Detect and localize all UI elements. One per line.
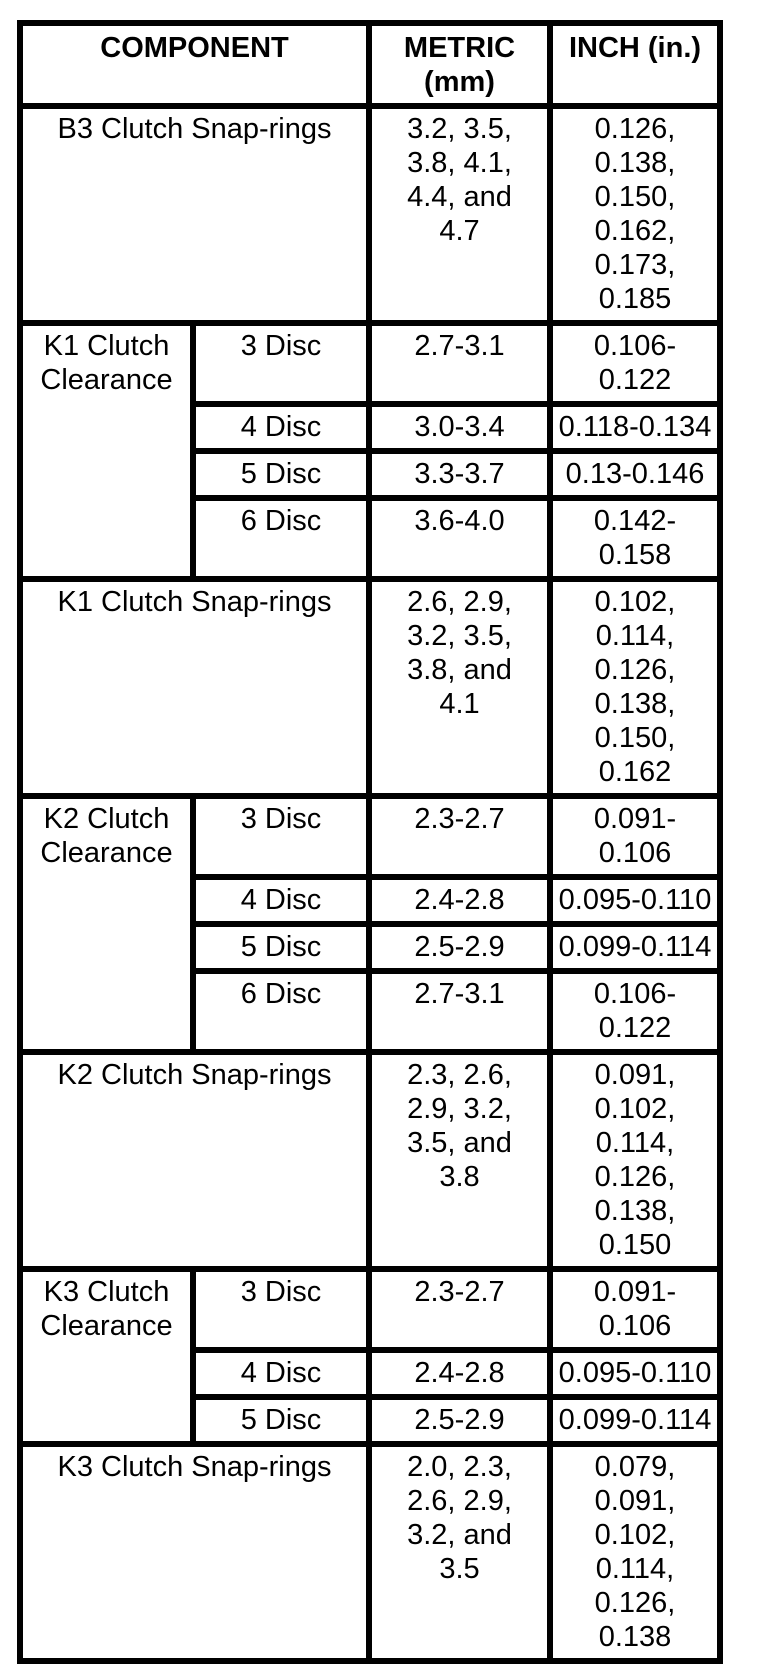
cell-component: K2 Clutch Snap-rings — [17, 1049, 372, 1272]
cell-metric: 2.7-3.1 — [366, 320, 553, 407]
cell-metric: 2.7-3.1 — [366, 968, 553, 1055]
cell-inch: 0.13-0.146 — [547, 448, 723, 501]
cell-inch: 0.106- 0.122 — [547, 320, 723, 407]
cell-metric: 3.6-4.0 — [366, 495, 553, 582]
cell-inch: 0.079, 0.091, 0.102, 0.114, 0.126, 0.138 — [547, 1441, 723, 1664]
clutch-specs-table: COMPONENT METRIC (mm) INCH (in.) B3 Clut… — [17, 20, 723, 1664]
cell-inch: 0.099-0.114 — [547, 921, 723, 974]
cell-inch: 0.091, 0.102, 0.114, 0.126, 0.138, 0.150 — [547, 1049, 723, 1272]
table-row-k3-clearance-4disc: 4 Disc 2.4-2.8 0.095-0.110 — [20, 1347, 723, 1400]
cell-component-group: K2 Clutch Clearance — [17, 793, 196, 1055]
cell-metric: 3.3-3.7 — [366, 448, 553, 501]
cell-inch: 0.091- 0.106 — [547, 793, 723, 880]
cell-component-group: K1 Clutch Clearance — [17, 320, 196, 582]
table-row-b3-snap-rings: B3 Clutch Snap-rings 3.2, 3.5, 3.8, 4.1,… — [17, 103, 723, 326]
cell-metric: 2.3-2.7 — [366, 1266, 553, 1353]
cell-disc: 4 Disc — [190, 1347, 372, 1400]
cell-disc: 5 Disc — [190, 1394, 372, 1447]
cell-disc: 4 Disc — [190, 401, 372, 454]
cell-inch: 0.106- 0.122 — [547, 968, 723, 1055]
cell-disc: 4 Disc — [190, 874, 372, 927]
cell-component-group: K3 Clutch Clearance — [17, 1266, 196, 1447]
col-header-metric: METRIC (mm) — [366, 20, 553, 109]
table-row-k2-clearance-3disc: K2 Clutch Clearance 3 Disc 2.3-2.7 0.091… — [17, 793, 723, 1055]
cell-component: B3 Clutch Snap-rings — [17, 103, 372, 326]
cell-component: K1 Clutch Snap-rings — [17, 576, 372, 799]
col-header-component: COMPONENT — [17, 20, 372, 109]
cell-disc: 5 Disc — [190, 448, 372, 501]
cell-disc: 3 Disc — [190, 320, 372, 407]
cell-inch: 0.095-0.110 — [547, 874, 723, 927]
cell-inch: 0.118-0.134 — [547, 401, 723, 454]
cell-metric: 2.0, 2.3, 2.6, 2.9, 3.2, and 3.5 — [366, 1441, 553, 1664]
cell-metric: 3.2, 3.5, 3.8, 4.1, 4.4, and 4.7 — [366, 103, 553, 326]
cell-inch: 0.099-0.114 — [547, 1394, 723, 1447]
table-row-k3-clearance-5disc: 5 Disc 2.5-2.9 0.099-0.114 — [20, 1394, 723, 1447]
col-header-inch: INCH (in.) — [547, 20, 723, 109]
scanned-page: COMPONENT METRIC (mm) INCH (in.) B3 Clut… — [17, 20, 723, 1664]
cell-metric: 2.5-2.9 — [366, 1394, 553, 1447]
cell-inch: 0.091- 0.106 — [547, 1266, 723, 1353]
cell-disc: 5 Disc — [190, 921, 372, 974]
table-row-k1-clearance-5disc: 5 Disc 3.3-3.7 0.13-0.146 — [20, 448, 723, 501]
cell-disc: 6 Disc — [190, 495, 372, 582]
table-row-k3-snap-rings: K3 Clutch Snap-rings 2.0, 2.3, 2.6, 2.9,… — [17, 1441, 723, 1664]
table-row-k2-clearance-5disc: 5 Disc 2.5-2.9 0.099-0.114 — [20, 921, 723, 974]
table-row-k1-clearance-3disc: K1 Clutch Clearance 3 Disc 2.7-3.1 0.106… — [17, 320, 723, 582]
cell-metric: 2.5-2.9 — [366, 921, 553, 974]
table-row-k2-clearance-4disc: 4 Disc 2.4-2.8 0.095-0.110 — [20, 874, 723, 927]
header-row: COMPONENT METRIC (mm) INCH (in.) — [17, 20, 723, 109]
cell-metric: 2.3-2.7 — [366, 793, 553, 880]
cell-metric: 3.0-3.4 — [366, 401, 553, 454]
cell-disc: 3 Disc — [190, 1266, 372, 1353]
cell-inch: 0.126, 0.138, 0.150, 0.162, 0.173, 0.185 — [547, 103, 723, 326]
cell-inch: 0.142- 0.158 — [547, 495, 723, 582]
cell-inch: 0.102, 0.114, 0.126, 0.138, 0.150, 0.162 — [547, 576, 723, 799]
table-row-k1-clearance-6disc: 6 Disc 3.6-4.0 0.142- 0.158 — [20, 495, 723, 582]
table-row-k2-snap-rings: K2 Clutch Snap-rings 2.3, 2.6, 2.9, 3.2,… — [17, 1049, 723, 1272]
table-row-k1-clearance-4disc: 4 Disc 3.0-3.4 0.118-0.134 — [20, 401, 723, 454]
cell-metric: 2.6, 2.9, 3.2, 3.5, 3.8, and 4.1 — [366, 576, 553, 799]
table-row-k1-snap-rings: K1 Clutch Snap-rings 2.6, 2.9, 3.2, 3.5,… — [17, 576, 723, 799]
table-row-k2-clearance-6disc: 6 Disc 2.7-3.1 0.106- 0.122 — [20, 968, 723, 1055]
cell-disc: 6 Disc — [190, 968, 372, 1055]
cell-metric: 2.4-2.8 — [366, 874, 553, 927]
cell-component: K3 Clutch Snap-rings — [17, 1441, 372, 1664]
cell-disc: 3 Disc — [190, 793, 372, 880]
cell-inch: 0.095-0.110 — [547, 1347, 723, 1400]
table-row-k3-clearance-3disc: K3 Clutch Clearance 3 Disc 2.3-2.7 0.091… — [17, 1266, 723, 1447]
cell-metric: 2.4-2.8 — [366, 1347, 553, 1400]
cell-metric: 2.3, 2.6, 2.9, 3.2, 3.5, and 3.8 — [366, 1049, 553, 1272]
